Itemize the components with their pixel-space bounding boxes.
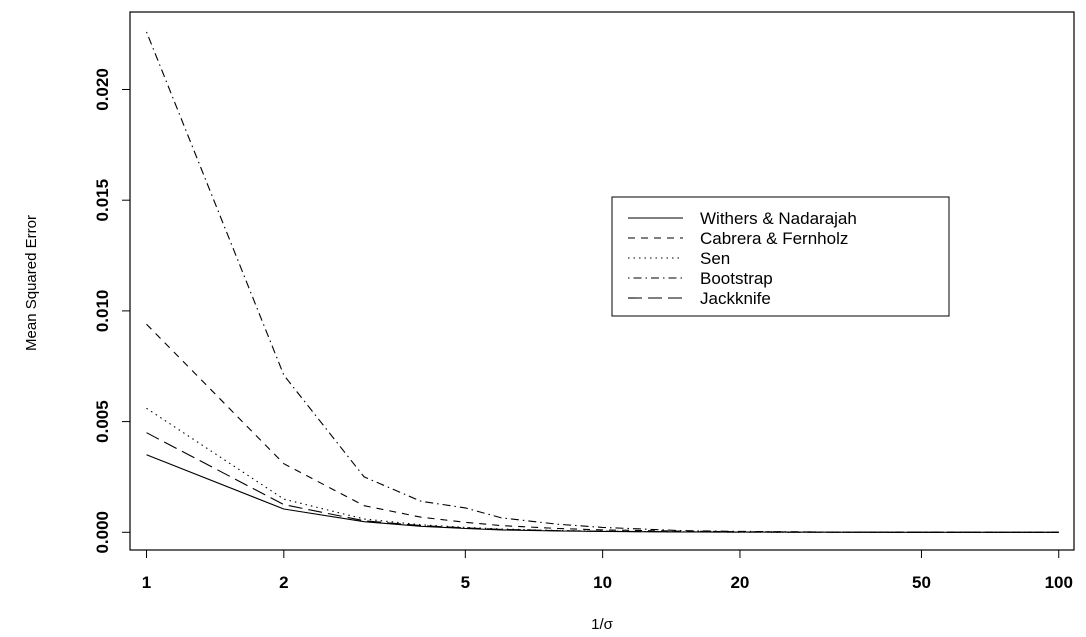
legend-label: Withers & Nadarajah — [700, 209, 857, 228]
y-tick-label: 0.010 — [93, 290, 112, 333]
y-tick-label: 0.015 — [93, 179, 112, 222]
series-line-withers-nadarajah — [146, 454, 1059, 533]
x-tick-label: 20 — [730, 573, 749, 592]
legend-label: Bootstrap — [700, 269, 773, 288]
y-axis: 0.000 0.005 0.010 0.015 0.020 — [93, 68, 130, 554]
series-line-cabrera-fernholz — [146, 323, 1059, 533]
x-tick-label: 10 — [593, 573, 612, 592]
x-tick-label: 100 — [1045, 573, 1073, 592]
legend-label: Jackknife — [700, 289, 771, 308]
legend-label: Cabrera & Fernholz — [700, 229, 848, 248]
x-tick-label: 1 — [142, 573, 151, 592]
x-tick-label: 50 — [912, 573, 931, 592]
x-tick-label: 2 — [279, 573, 288, 592]
y-tick-label: 0.000 — [93, 511, 112, 554]
x-axis-title: 1/σ — [591, 616, 614, 633]
x-tick-label: 5 — [461, 573, 470, 592]
plot-frame — [129, 11, 1075, 551]
series-line-jackknife — [146, 432, 1059, 533]
y-tick-label: 0.020 — [93, 68, 112, 111]
y-tick-label: 0.005 — [93, 400, 112, 443]
legend-box — [611, 196, 950, 317]
series-layer — [145, 31, 1059, 533]
series-line-sen — [146, 407, 1059, 533]
legend-label: Sen — [700, 249, 730, 268]
x-axis: 1 2 5 10 20 50 100 — [142, 550, 1073, 592]
y-axis-title: Mean Squared Error — [23, 215, 40, 351]
